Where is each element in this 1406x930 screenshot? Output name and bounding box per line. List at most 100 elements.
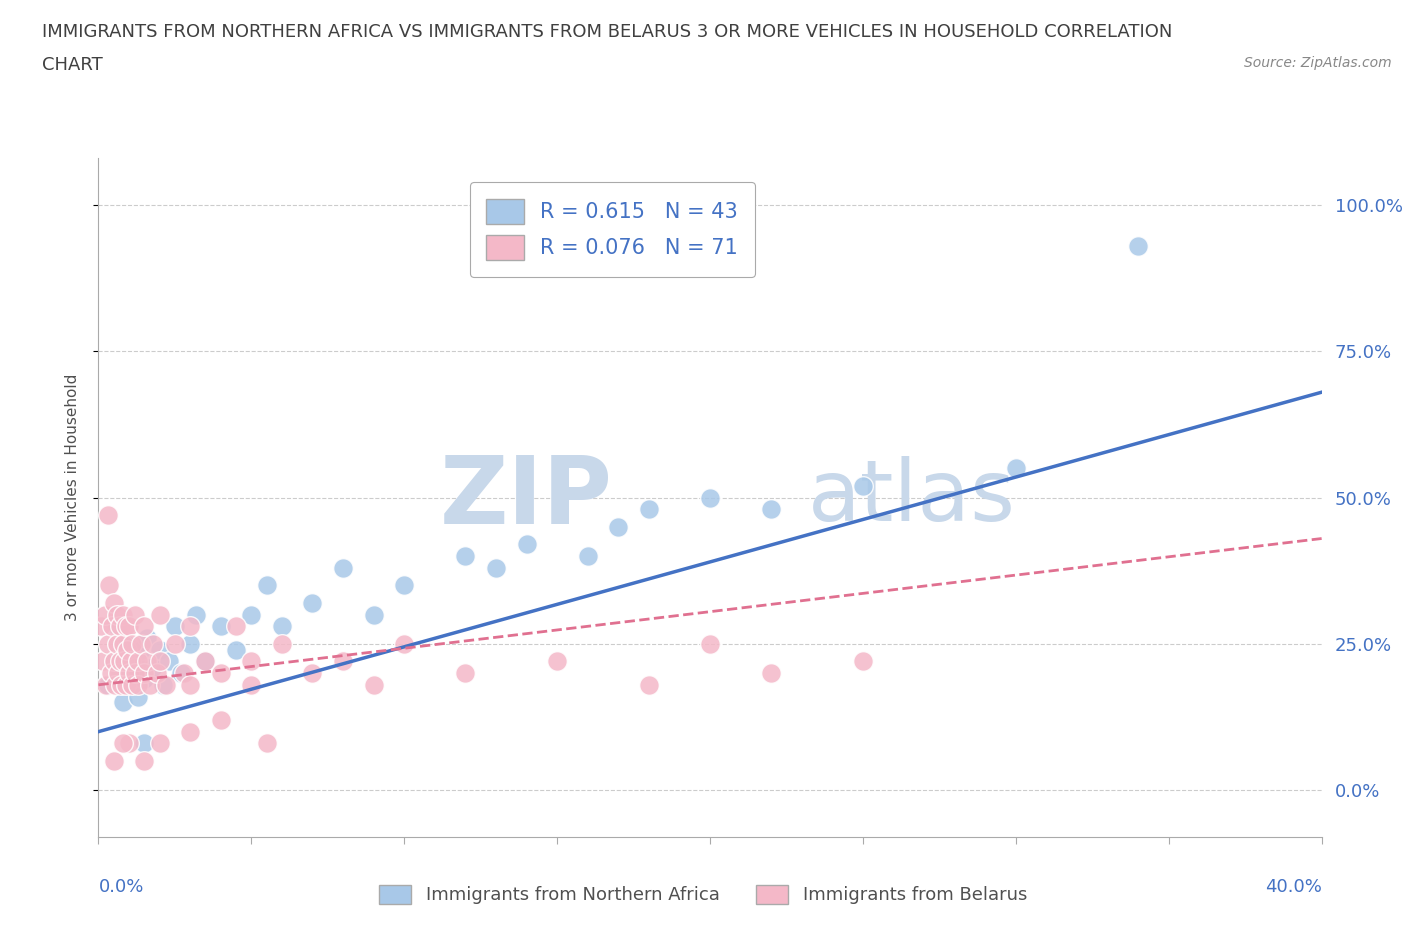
Point: [699, 490, 721, 505]
Point: [256, 736, 278, 751]
Point: [638, 502, 661, 517]
Point: [392, 578, 416, 592]
Point: [127, 677, 149, 692]
Point: [852, 478, 875, 493]
Point: [1004, 461, 1026, 476]
Text: CHART: CHART: [42, 56, 103, 73]
Point: [105, 607, 128, 622]
Text: Source: ZipAtlas.com: Source: ZipAtlas.com: [1244, 56, 1392, 70]
Point: [363, 677, 385, 692]
Point: [152, 677, 174, 692]
Point: [134, 666, 156, 681]
Point: [100, 666, 122, 681]
Point: [179, 618, 201, 633]
Point: [118, 666, 141, 681]
Point: [155, 677, 177, 692]
Point: [225, 643, 247, 658]
Point: [607, 519, 630, 534]
Point: [124, 666, 146, 681]
Point: [142, 660, 165, 675]
Point: [118, 618, 141, 633]
Point: [115, 677, 138, 692]
Point: [209, 712, 232, 727]
Point: [129, 643, 152, 658]
Point: [107, 666, 129, 681]
Point: [120, 654, 142, 669]
Point: [103, 753, 125, 768]
Point: [270, 636, 294, 651]
Point: [136, 654, 159, 669]
Point: [761, 502, 783, 517]
Point: [149, 607, 172, 622]
Point: [124, 654, 146, 669]
Point: [103, 595, 125, 610]
Point: [91, 654, 114, 669]
Point: [111, 695, 134, 710]
Point: [104, 677, 127, 692]
Point: [121, 636, 143, 651]
Point: [240, 654, 263, 669]
Point: [118, 736, 141, 751]
Point: [209, 618, 232, 633]
Point: [115, 618, 138, 633]
Point: [852, 654, 875, 669]
Point: [111, 736, 134, 751]
Text: ZIP: ZIP: [439, 452, 612, 543]
Point: [392, 636, 416, 651]
Point: [301, 595, 323, 610]
Point: [108, 618, 131, 633]
Point: [638, 677, 661, 692]
Point: [194, 654, 217, 669]
Point: [142, 636, 165, 651]
Point: [301, 666, 323, 681]
Point: [332, 654, 354, 669]
Point: [516, 537, 538, 551]
Point: [97, 636, 120, 651]
Point: [149, 736, 172, 751]
Point: [186, 607, 208, 622]
Point: [111, 636, 134, 651]
Point: [112, 654, 135, 669]
Point: [118, 666, 141, 681]
Point: [97, 508, 120, 523]
Point: [127, 689, 149, 704]
Point: [761, 666, 783, 681]
Point: [90, 618, 112, 633]
Point: [134, 736, 156, 751]
Point: [179, 636, 201, 651]
Point: [117, 643, 139, 658]
Point: [136, 631, 159, 645]
Point: [240, 607, 263, 622]
Point: [1128, 238, 1150, 253]
Point: [101, 618, 124, 633]
Point: [209, 666, 232, 681]
Point: [110, 677, 132, 692]
Point: [179, 677, 201, 692]
Point: [134, 753, 156, 768]
Point: [179, 724, 201, 739]
Point: [121, 677, 143, 692]
Point: [149, 654, 172, 669]
Point: [103, 654, 125, 669]
Point: [576, 549, 599, 564]
Point: [97, 677, 120, 692]
Point: [139, 677, 162, 692]
Point: [129, 636, 152, 651]
Point: [94, 677, 117, 692]
Point: [454, 666, 477, 681]
Point: [485, 561, 508, 576]
Legend: Immigrants from Northern Africa, Immigrants from Belarus: Immigrants from Northern Africa, Immigra…: [371, 878, 1035, 911]
Point: [256, 578, 278, 592]
Y-axis label: 3 or more Vehicles in Household: 3 or more Vehicles in Household: [65, 374, 80, 621]
Point: [157, 654, 180, 669]
Point: [111, 607, 134, 622]
Point: [105, 618, 128, 633]
Text: 0.0%: 0.0%: [98, 878, 143, 896]
Point: [127, 654, 149, 669]
Point: [105, 636, 128, 651]
Point: [93, 607, 115, 622]
Point: [108, 654, 131, 669]
Point: [134, 618, 156, 633]
Point: [170, 666, 193, 681]
Point: [173, 666, 195, 681]
